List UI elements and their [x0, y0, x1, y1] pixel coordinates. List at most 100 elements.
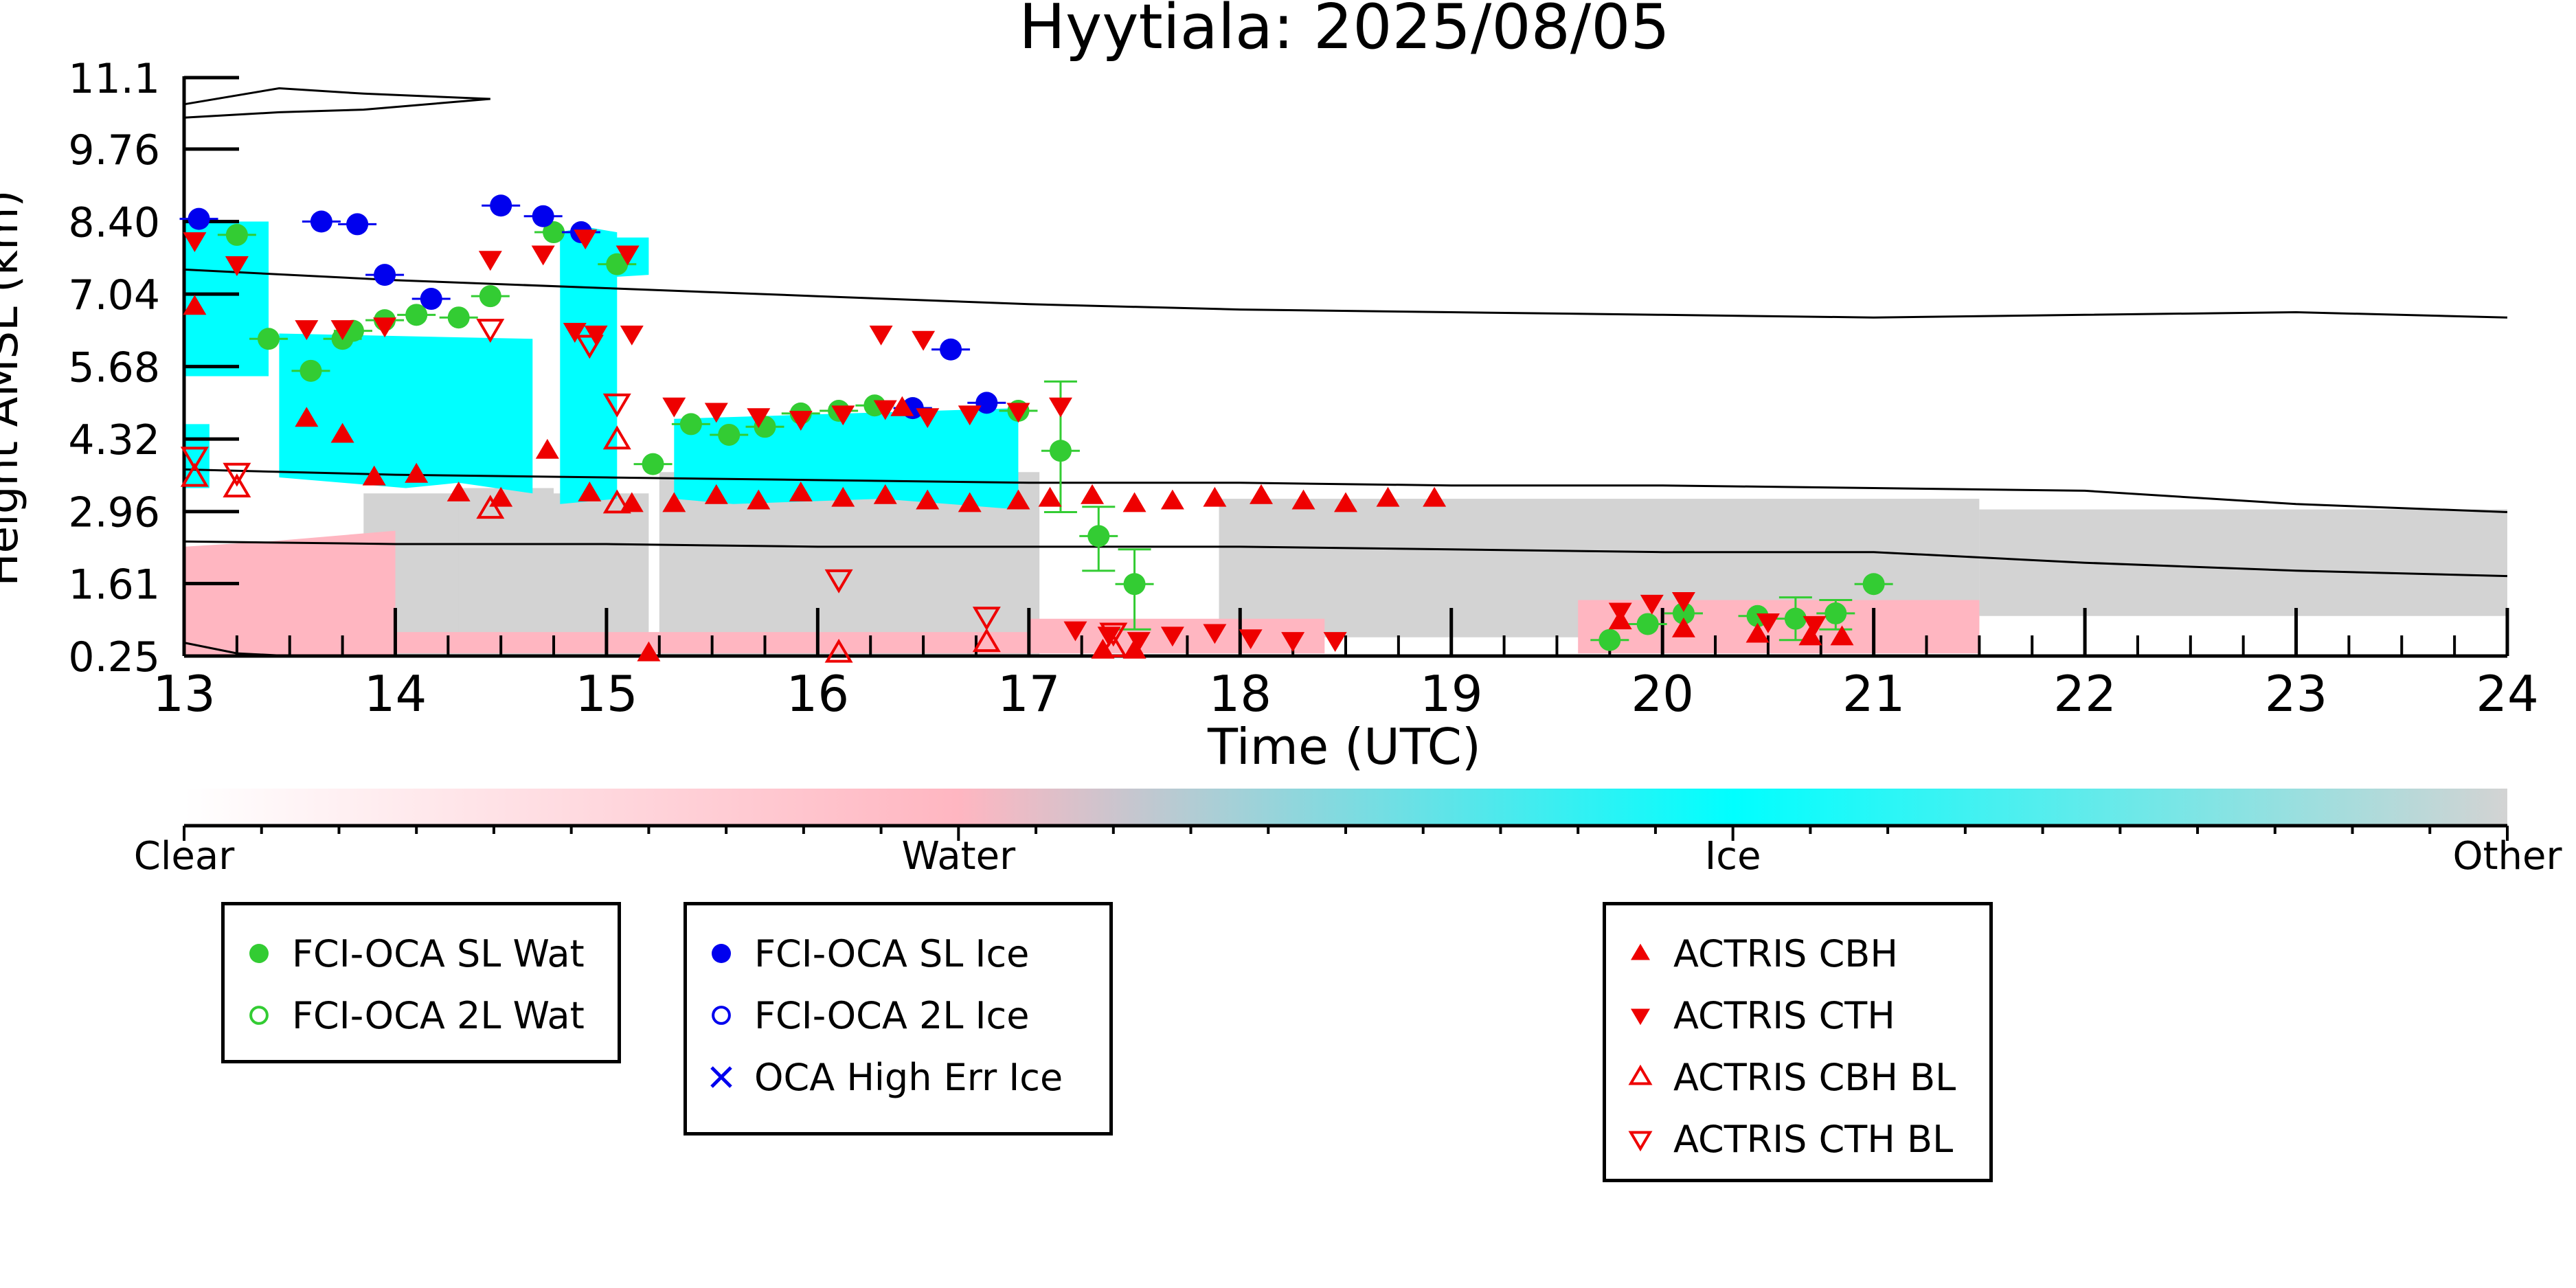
point-actris-cth-bl [972, 607, 1001, 631]
legend-label: ACTRIS CTH BL [1673, 1117, 1954, 1161]
x-tick-label: 19 [1420, 665, 1483, 723]
point-actris-cbh [1081, 484, 1105, 504]
point-actris-cth [1323, 632, 1347, 653]
x-tick-labels: 13 14 15 16 17 18 19 20 21 22 23 24 [152, 608, 2539, 723]
point-actris-cth [789, 411, 813, 431]
legend-symbol-open-circle [249, 1006, 269, 1025]
point-actris-cbh-bl [476, 495, 505, 519]
point-actris-cth [330, 320, 354, 341]
point-fci-oca-sl-wat [642, 453, 664, 475]
point-actris-cth [873, 400, 897, 420]
point-actris-cth-bl [575, 335, 604, 359]
legend-entry: OCA High Err Ice [701, 1056, 1063, 1099]
point-fci-oca-sl-wat [257, 328, 280, 350]
point-actris-cth [615, 245, 640, 266]
point-actris-cbh [1038, 486, 1062, 507]
legend-label: FCI-OCA 2L Wat [292, 993, 585, 1037]
y-tick-labels: 0.25 1.61 2.96 4.32 5.68 7.04 8.40 9.76 11.1 [68, 55, 239, 681]
legend-entry: ACTRIS CBH BL [1620, 1056, 1956, 1099]
point-fci-oca-sl-wat [1636, 613, 1659, 635]
point-fci-oca-sl-ice [374, 264, 396, 286]
y-tick-label: 4.32 [68, 416, 160, 464]
point-actris-cbh [1423, 486, 1447, 507]
point-actris-cbh [183, 295, 207, 315]
point-fci-oca-sl-wat [1123, 573, 1146, 596]
point-actris-cbh [890, 396, 914, 416]
point-actris-cbh [873, 484, 897, 504]
point-actris-cth [1239, 629, 1263, 650]
point-actris-cbh [747, 489, 771, 510]
legend-marker [712, 1006, 731, 1025]
point-fci-oca-sl-ice [532, 205, 554, 227]
legend-entry: FCI-OCA 2L Wat [238, 993, 585, 1037]
point-actris-cbh [1745, 622, 1770, 643]
point-actris-cth [916, 408, 940, 429]
x-tick-label: 18 [1208, 665, 1272, 723]
region-other-2 [659, 472, 1040, 656]
point-actris-cth [1127, 632, 1151, 653]
colorbar-label-water: Water [902, 834, 1017, 879]
legend-water: FCI-OCA SL Wat FCI-OCA 2L Wat [221, 902, 621, 1063]
point-actris-cbh-bl [180, 462, 209, 487]
y-tick-label: 7.04 [68, 271, 160, 319]
point-fci-oca-sl-wat [606, 253, 629, 275]
point-actris-cbh [1830, 625, 1854, 646]
point-actris-cth [831, 405, 855, 426]
legend-marker [1628, 1064, 1653, 1085]
y-tick-label: 0.25 [68, 633, 160, 681]
legend-entry: ACTRIS CBH [1620, 932, 1898, 975]
legend-marker [1631, 943, 1650, 960]
data-markers [179, 194, 1893, 663]
legend-marker [710, 1066, 732, 1088]
colorbar-labels: Clear Water Ice Other [134, 834, 2563, 879]
point-actris-cth [373, 317, 397, 338]
point-actris-cbh [405, 462, 429, 483]
point-fci-oca-sl-wat [300, 359, 322, 382]
point-actris-cth [1640, 594, 1664, 615]
point-actris-cth [183, 232, 207, 253]
point-actris-cth [1608, 602, 1632, 623]
temperature-line-lower [183, 540, 2508, 578]
point-fci-oca-sl-wat [447, 306, 470, 329]
point-actris-cbh [1006, 489, 1030, 510]
point-fci-oca-sl-wat [1049, 440, 1072, 462]
legend-marker [1631, 1008, 1650, 1026]
point-fci-oca-sl-wat [1672, 602, 1695, 624]
point-fci-oca-sl-wat [1824, 602, 1847, 624]
point-actris-cth [478, 251, 502, 271]
y-tick-label: 5.68 [68, 344, 160, 392]
point-actris-cbh [1671, 617, 1695, 637]
legend-marker [249, 1006, 269, 1025]
colorbar-ticks [183, 826, 2509, 841]
point-actris-cbh [831, 486, 855, 507]
point-actris-cth [1756, 613, 1780, 633]
point-actris-cth-bl [180, 447, 209, 471]
legend-entry: FCI-OCA SL Ice [701, 931, 1030, 975]
point-actris-cth [1803, 615, 1827, 636]
point-actris-cth [704, 403, 728, 423]
region-other-4 [1979, 509, 2507, 616]
point-actris-cth-bl [476, 319, 505, 343]
x-tick-label: 22 [2053, 665, 2116, 723]
point-actris-cth [1203, 624, 1227, 644]
x-tick-label: 23 [2265, 665, 2328, 723]
point-actris-cth [620, 325, 644, 346]
point-actris-cbh [1334, 492, 1357, 512]
point-actris-cth [1048, 397, 1072, 418]
y-tick-label: 11.1 [68, 55, 160, 103]
point-fci-oca-sl-ice [490, 194, 512, 217]
point-actris-cbh [1203, 486, 1227, 507]
legend-label: FCI-OCA SL Wat [292, 931, 585, 975]
legend-marker [249, 944, 269, 963]
point-actris-cbh [1250, 484, 1274, 504]
point-fci-oca-sl-ice [975, 392, 998, 414]
point-fci-oca-sl-wat [718, 423, 741, 446]
legend-marker [1628, 1131, 1653, 1152]
point-fci-oca-sl-wat [225, 223, 248, 246]
legend-symbol-filled-circle [249, 944, 269, 963]
point-fci-oca-sl-ice [188, 207, 210, 230]
legend-label: FCI-OCA SL Ice [754, 931, 1030, 975]
point-actris-cth-bl [602, 393, 631, 418]
legend-symbol-up-triangle [1631, 943, 1650, 960]
point-actris-cbh [958, 492, 982, 512]
